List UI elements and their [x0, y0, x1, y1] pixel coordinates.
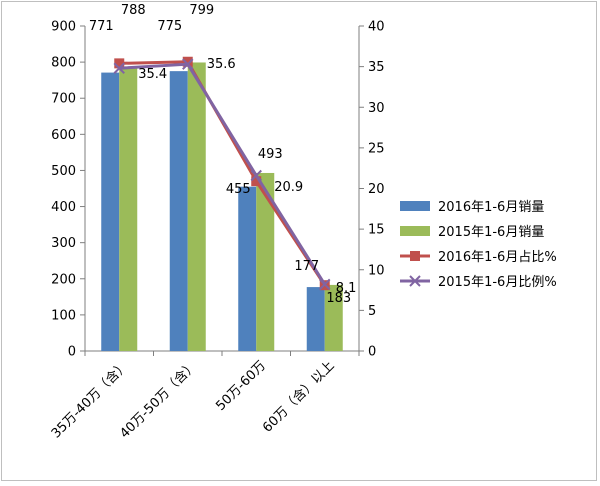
bar-value-label-2016: 775	[157, 19, 182, 34]
y-right-tick-label: 15	[368, 223, 385, 238]
y-right-tick-label: 10	[368, 263, 385, 278]
bars	[101, 62, 343, 351]
data-labels: 771 775 455 177 788 799 493 183 35.4 35.6 20.9 8.1	[89, 3, 357, 306]
line-point-x	[319, 278, 331, 291]
legend-swatch	[400, 201, 430, 211]
bar-value-label-2015: 799	[189, 3, 214, 18]
y-right-tick-label: 30	[368, 101, 385, 116]
legend-label: 2016年1-6月占比%	[438, 250, 557, 265]
bar-2015	[256, 172, 275, 351]
bar-2016	[169, 71, 188, 351]
axes: 0 100 200 300 400 500 600 700 800 900 0 5 10 15 20 25 30…	[48, 20, 384, 442]
y-left-tick-label: 600	[51, 128, 76, 143]
legend-swatch	[400, 226, 430, 236]
y-right-tick-label: 20	[368, 182, 385, 197]
y-left-tick-label: 800	[51, 56, 76, 71]
series-line-2016-share	[119, 60, 327, 287]
legend-label: 2016年1-6月销量	[438, 200, 544, 215]
legend-item: 2015年1-6月销量	[400, 225, 544, 240]
y-left-tick-label: 300	[51, 236, 76, 251]
bar-value-label-2016: 771	[89, 19, 114, 34]
y-left-tick-label: 700	[51, 92, 76, 107]
legend: 2016年1-6月销量 2015年1-6月销量 2016年1-6月占比% 2015年1…	[400, 200, 557, 290]
lines	[113, 56, 331, 291]
y-left-tick-label: 0	[68, 345, 76, 360]
line-point-x	[113, 62, 125, 74]
bar-value-label-2016: 455	[226, 182, 251, 197]
legend-marker-square	[410, 251, 420, 261]
bar-value-label-2016: 177	[294, 259, 319, 274]
line-value-label: 8.1	[336, 281, 357, 296]
x-category-label: 50万-60万	[213, 358, 269, 414]
bar-2016	[238, 186, 257, 351]
y-left-tick-label: 100	[51, 308, 76, 323]
line-value-label: 35.4	[138, 67, 167, 82]
y-right-tick-label: 40	[368, 20, 385, 35]
bar-2015	[187, 62, 206, 351]
y-right-tick-label: 25	[368, 141, 385, 156]
y-left-tick-label: 900	[51, 20, 76, 35]
series-line-2015-ratio	[119, 62, 327, 286]
bar-value-label-2015: 788	[121, 3, 146, 18]
bar-2015	[324, 284, 343, 351]
y-right-tick-label: 5	[368, 304, 376, 319]
y-left-tick-label: 500	[51, 164, 76, 179]
legend-label: 2015年1-6月比例%	[438, 275, 557, 290]
y-right-tick-label: 35	[368, 60, 385, 75]
line-value-label: 20.9	[274, 180, 303, 195]
y-right-tick-label: 0	[368, 345, 376, 360]
bar-2016	[101, 72, 120, 351]
x-category-label: 60万（含）以上	[259, 358, 337, 436]
legend-marker-x	[409, 275, 421, 287]
y-left-tick-label: 400	[51, 200, 76, 215]
legend-item: 2016年1-6月占比%	[400, 250, 557, 265]
legend-label: 2015年1-6月销量	[438, 225, 544, 240]
bar-value-label-2015: 493	[258, 147, 283, 162]
legend-item: 2015年1-6月比例%	[400, 275, 557, 290]
line-point-square	[114, 58, 125, 69]
line-value-label: 35.6	[207, 57, 236, 72]
line-point-x	[250, 169, 262, 182]
bar-2016	[306, 287, 325, 351]
line-point-square	[251, 176, 262, 187]
line-point-square	[182, 56, 193, 67]
bar-value-label-2015: 183	[326, 291, 351, 306]
legend-item: 2016年1-6月销量	[400, 200, 544, 215]
line-point-x	[182, 58, 194, 70]
y-left-tick-label: 200	[51, 272, 76, 287]
bar-2015	[119, 66, 138, 351]
